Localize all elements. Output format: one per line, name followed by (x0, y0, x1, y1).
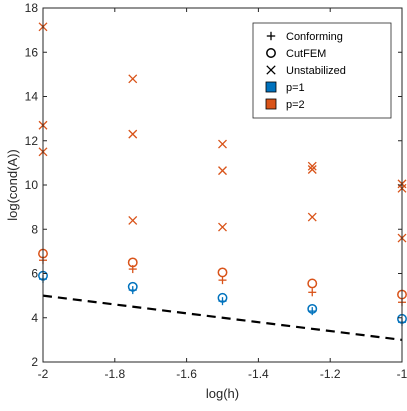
legend-marker (265, 98, 277, 110)
data-point-b (128, 74, 138, 84)
y-axis-label: log(cond(A)) (5, 149, 20, 221)
data-point (307, 161, 317, 171)
data-point (218, 222, 227, 232)
data-point-b (307, 165, 317, 174)
legend: Conforming CutFEM Unstabilized p=1 p=2 (252, 22, 392, 119)
data-point-b (307, 212, 317, 222)
legend-label: Unstabilized (286, 65, 346, 77)
x-tick-label: -1.4 (248, 367, 269, 381)
data-point-b (218, 139, 227, 149)
legend-marker (266, 31, 276, 41)
data-point (218, 166, 227, 176)
data-point (217, 267, 228, 278)
data-point (127, 281, 138, 292)
legend-marker-b (266, 65, 276, 75)
x-tick-label: -1.2 (320, 367, 341, 381)
data-point (128, 215, 138, 225)
data-point (128, 129, 138, 139)
data-point-b (128, 129, 138, 139)
y-tick-label: 16 (25, 45, 39, 59)
legend-marker (265, 81, 277, 93)
x-tick-label: -1.8 (104, 367, 125, 381)
y-tick-label: 12 (25, 134, 39, 148)
legend-marker (266, 65, 276, 75)
data-point (128, 74, 138, 84)
legend-item-p1: p=1 (265, 81, 305, 94)
x-tick-label: -1.6 (176, 367, 197, 381)
legend-label: CutFEM (286, 48, 326, 60)
legend-label: Conforming (286, 31, 343, 43)
legend-item-p2: p=2 (265, 98, 305, 111)
data-point-b (218, 222, 227, 232)
reference-line-layer (42, 294, 403, 341)
y-tick-label: 2 (31, 355, 38, 369)
legend-label: p=1 (286, 82, 305, 94)
y-tick-label: 4 (31, 311, 38, 325)
y-tick-label: 10 (25, 178, 39, 192)
legend-item-conforming: Conforming (266, 31, 343, 43)
data-point-b (128, 215, 138, 225)
data-point-b (218, 166, 227, 176)
data-point (307, 278, 318, 289)
legend-marker (266, 48, 276, 58)
data-point (218, 139, 227, 149)
legend-item-unstabilized: Unstabilized (266, 65, 346, 77)
data-point (307, 212, 317, 222)
x-tick-label: -2 (38, 367, 49, 381)
y-tick-label: 8 (31, 222, 38, 236)
data-point (127, 257, 138, 268)
axes: -2 -1.8 -1.6 -1.4 -1.2 -1 2 4 6 8 10 12 14 16 18 log(h)… (5, 1, 407, 401)
data-point (308, 288, 317, 297)
x-tick-label: -1 (397, 367, 407, 381)
data-point (307, 303, 318, 314)
data-point-b (307, 161, 317, 171)
x-axis-label: log(h) (206, 386, 239, 401)
y-tick-label: 14 (25, 90, 39, 104)
data-point (218, 276, 227, 285)
reference-dashed-line (42, 294, 403, 341)
data-point (217, 292, 228, 303)
data-point (307, 165, 317, 174)
legend-item-cutfem: CutFEM (266, 48, 326, 60)
y-tick-label: 6 (31, 267, 38, 281)
legend-label: p=2 (286, 99, 305, 111)
y-tick-label: 18 (25, 1, 39, 15)
